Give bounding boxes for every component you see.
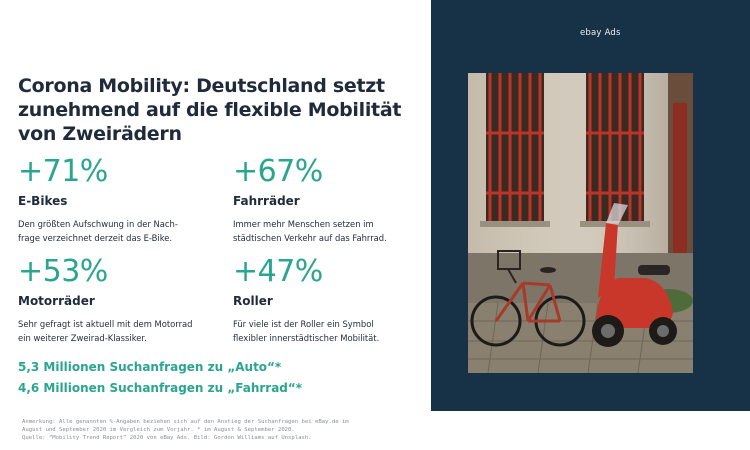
stat-label: Roller: [233, 294, 273, 308]
stat-description: Für viele ist der Roller ein Symbol flex…: [233, 319, 380, 343]
street-photo: [468, 73, 693, 373]
footnote-line: August und September 2020 im Vergleich z…: [22, 427, 295, 433]
footnote-line: Anmerkung: Alle genannten %-Angaben bezi…: [22, 419, 349, 425]
stat-fahrraeder: +67% Fahrräder Immer mehr Menschen setze…: [233, 156, 433, 245]
brand-logo: ebay Ads: [580, 28, 621, 38]
stat-description: Sehr gefragt ist aktuell mit dem Motorra…: [18, 319, 193, 343]
stat-motorraeder: +53% Motorräder Sehr gefragt ist aktuell…: [18, 256, 218, 345]
stat-e-bikes: +71% E-Bikes Den größten Aufschwung in d…: [18, 156, 218, 245]
stat-value: +71%: [18, 154, 108, 189]
photo-illustration: [468, 73, 693, 373]
stat-description: Immer mehr Menschen setzen im städtische…: [233, 219, 387, 243]
stat-roller: +47% Roller Für viele ist der Roller ein…: [233, 256, 433, 345]
stat-value: +53%: [18, 254, 108, 289]
page-title: Corona Mobility: Deutschland setzt zuneh…: [18, 75, 402, 145]
stat-value: +47%: [233, 254, 323, 289]
search-requests-auto: 5,3 Millionen Suchanfragen zu „Auto“*: [18, 360, 282, 374]
search-requests-fahrrad: 4,6 Millionen Suchanfragen zu „Fahrrad“*: [18, 381, 303, 395]
stat-label: Motorräder: [18, 294, 95, 308]
stat-description: Den größten Aufschwung in der Nach- frag…: [18, 219, 178, 243]
footnote: Anmerkung: Alle genannten %-Angaben bezi…: [22, 418, 422, 442]
stat-value: +67%: [233, 154, 323, 189]
stat-label: E-Bikes: [18, 194, 68, 208]
stat-label: Fahrräder: [233, 194, 300, 208]
footnote-line: Quelle: “Mobility Trend Report” 2020 von…: [22, 435, 312, 441]
